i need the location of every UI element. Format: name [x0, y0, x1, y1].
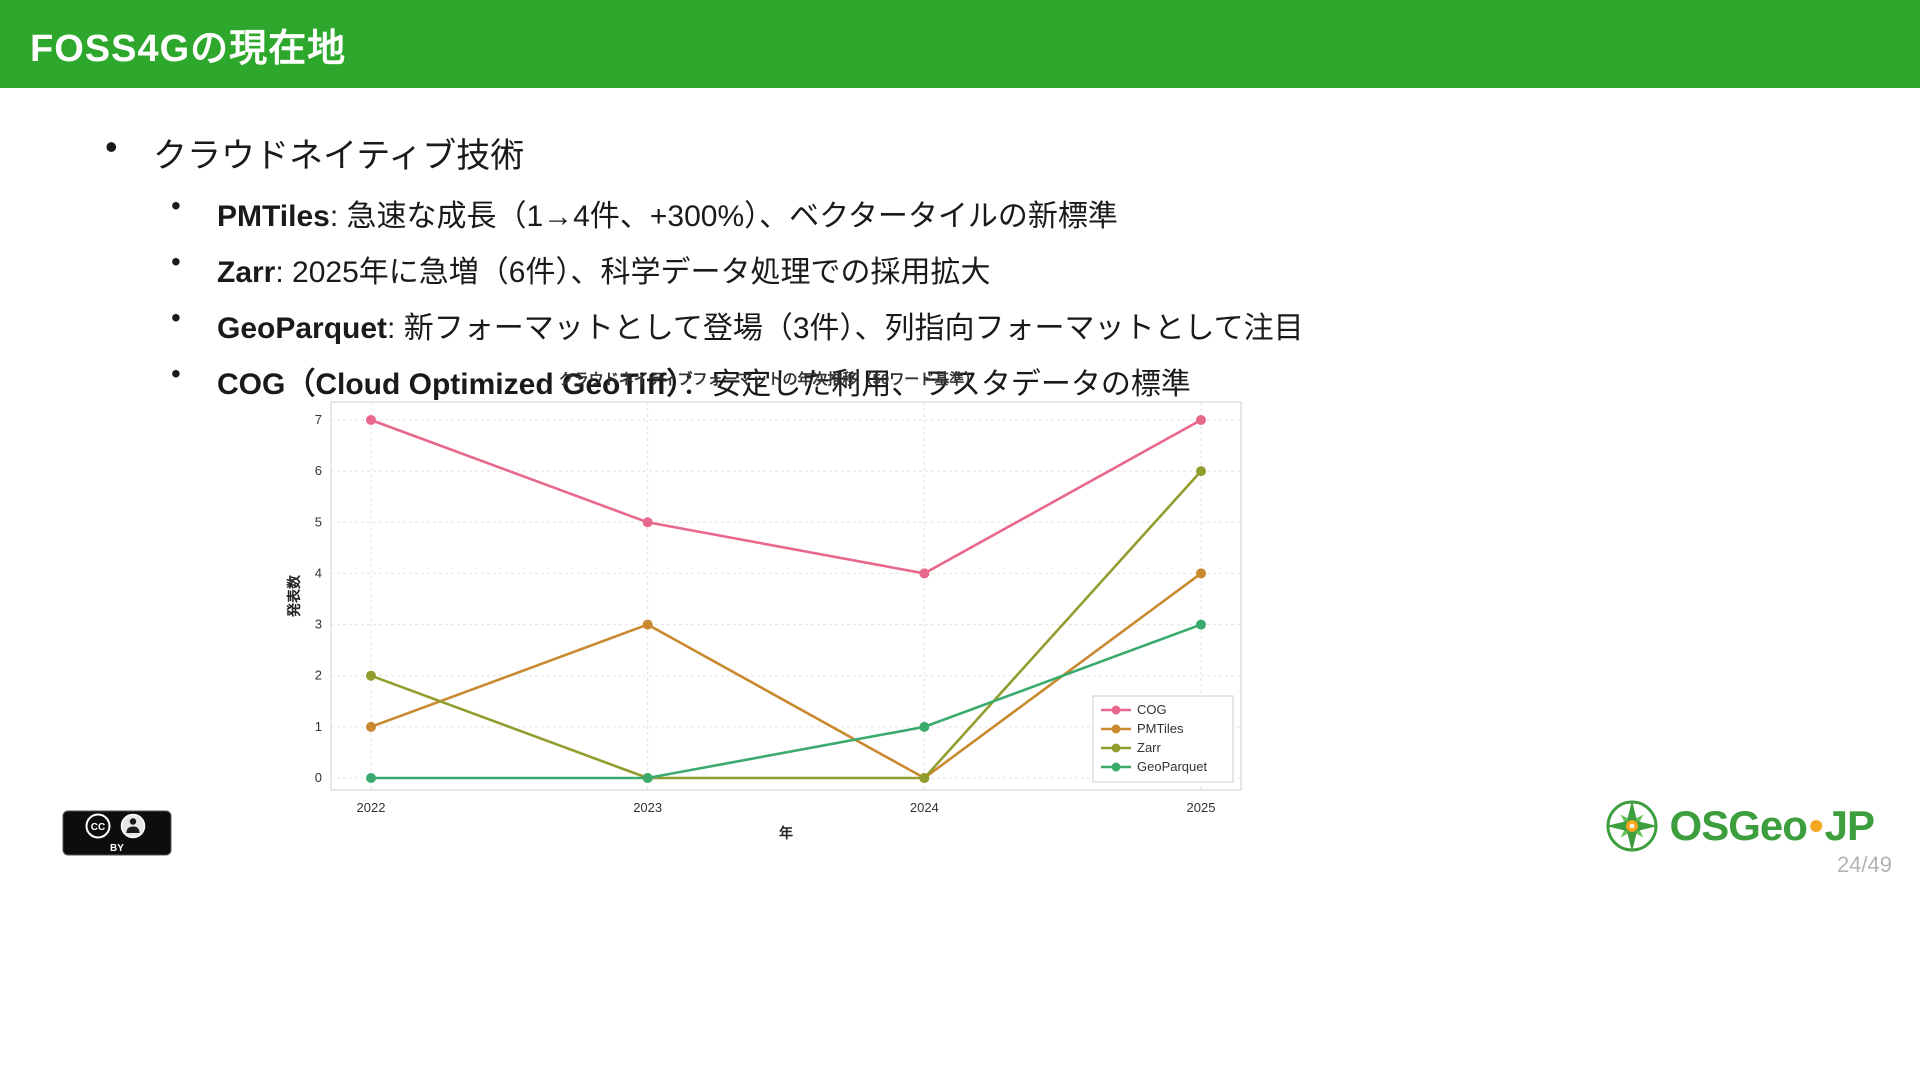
cc-icon: CC: [85, 813, 111, 839]
svg-text:4: 4: [315, 565, 322, 580]
bullet-term: COG（Cloud Optimized GeoTiff）: [217, 368, 682, 401]
header-bar: FOSS4Gの現在地: [0, 0, 1920, 88]
osgeo-jp-logo: OSGeo•JP: [1604, 798, 1875, 854]
bullet-text: ：安定した利用、ラスタデータの標準: [681, 368, 1191, 401]
svg-text:PMTiles: PMTiles: [1137, 721, 1184, 736]
bullet-item-zarr: Zarr: 2025年に急増（6件）、科学データ処理での採用拡大: [171, 246, 1920, 291]
bullet-term: PMTiles: [217, 200, 330, 233]
osgeo-label: OSGeo: [1669, 802, 1808, 849]
page-number: 24/49: [1836, 852, 1892, 877]
bullet-text: : 2025年に急増（6件）、科学データ処理での採用拡大: [275, 256, 991, 289]
bullet-text: : 急速な成長（1→4件、+300%）、ベクタータイルの新標準: [329, 200, 1118, 233]
line-chart: クラウドネイティブフォーマットの年次推移（50ワード基準） 0 1 2 3 4 5 6 7 20…: [285, 368, 1253, 852]
bullet-term: GeoParquet: [217, 312, 388, 345]
bullet-list: クラウドネイティブ技術 PMTiles: 急速な成長（1→4件、+300%）、ベ…: [0, 126, 1920, 415]
chart-canvas: 0 1 2 3 4 5 6 7 2022 2023 2024 2025 年 発表数 COG PMTiles Za…: [286, 401, 1242, 841]
svg-text:2024: 2024: [910, 800, 939, 815]
svg-text:3: 3: [315, 617, 322, 632]
chart-title: クラウドネイティブフォーマットの年次推移（50ワード基準）: [558, 371, 980, 388]
svg-text:Zarr: Zarr: [1137, 740, 1162, 755]
svg-text:5: 5: [315, 514, 322, 529]
svg-text:0: 0: [315, 770, 322, 785]
svg-text:2022: 2022: [357, 800, 386, 815]
svg-text:1: 1: [315, 719, 322, 734]
svg-text:年: 年: [779, 825, 793, 841]
osgeo-dot: •: [1808, 802, 1824, 849]
page-title: FOSS4Gの現在地: [30, 27, 347, 70]
cc-license-badge: CC BY: [62, 810, 172, 861]
svg-text:6: 6: [315, 463, 322, 478]
jp-label: JP: [1824, 802, 1875, 849]
bullet-text: : 新フォーマットとして登場（3件）、列指向フォーマットとして注目: [387, 312, 1304, 345]
bullet-item-geoparquet: GeoParquet: 新フォーマットとして登場（3件）、列指向フォーマットとし…: [171, 302, 1920, 347]
svg-text:GeoParquet: GeoParquet: [1137, 759, 1207, 774]
svg-text:発表数: 発表数: [286, 574, 302, 618]
bullet-term: Zarr: [217, 256, 276, 289]
svg-text:COG: COG: [1137, 702, 1167, 717]
bullet-item-pmtiles: PMTiles: 急速な成長（1→4件、+300%）、ベクタータイルの新標準: [171, 190, 1920, 235]
svg-text:CC: CC: [91, 822, 105, 833]
bullet-main: クラウドネイティブ技術 PMTiles: 急速な成長（1→4件、+300%）、ベ…: [105, 126, 1920, 403]
svg-text:2025: 2025: [1187, 800, 1216, 815]
bullet-main-label: クラウドネイティブ技術: [153, 137, 525, 175]
compass-rose-icon: [1605, 800, 1658, 852]
svg-text:7: 7: [315, 412, 322, 427]
bullet-item-cog: COG（Cloud Optimized GeoTiff）：安定した利用、ラスタデ…: [171, 358, 1920, 403]
cc-by-label: BY: [110, 843, 124, 854]
osgeo-wordmark: OSGeo•JP: [1669, 802, 1875, 850]
svg-text:2: 2: [315, 668, 322, 683]
svg-text:2023: 2023: [633, 800, 662, 815]
person-icon: [120, 813, 146, 839]
